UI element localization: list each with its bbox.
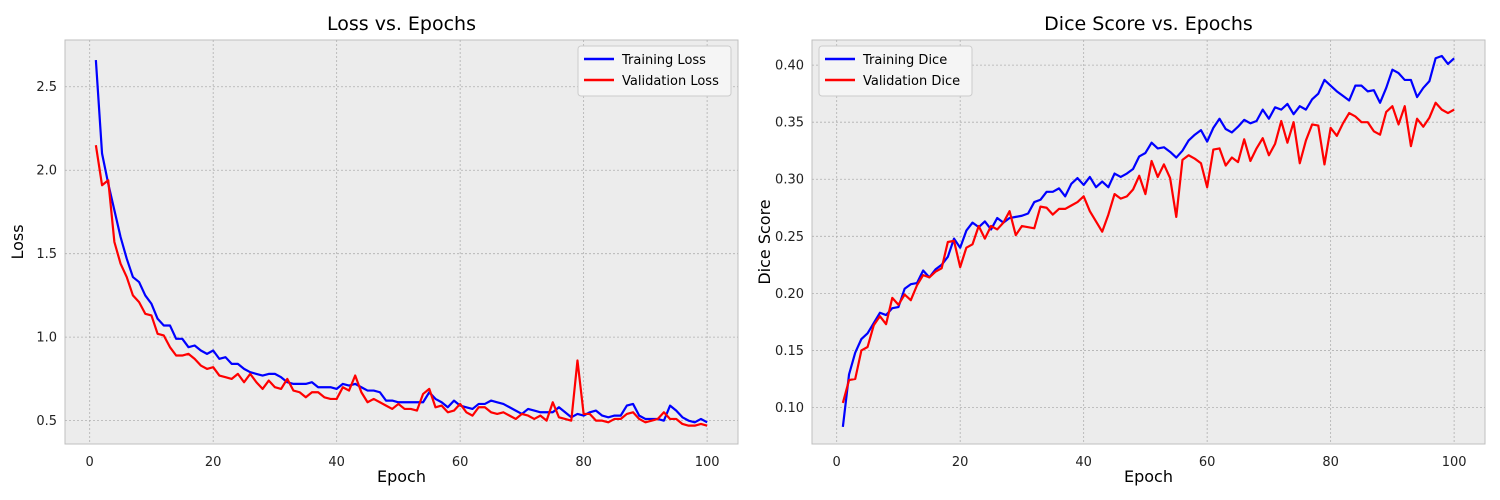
loss-x-tick-label: 80 [575,455,592,470]
validation-loss-line [94,145,708,427]
loss-grid [65,40,738,444]
dice-grid [812,40,1485,444]
dice-y-tick-label: 0.40 [775,59,804,74]
loss-ticks: 0 20 40 60 80 100 0.5 1.0 1.5 2.0 2.5 [36,80,719,470]
loss-y-tick-label: 2.0 [36,164,57,179]
legend-training-loss-label: Training Loss [621,53,706,68]
loss-x-tick-label: 100 [695,455,720,470]
dice-x-axis-label: Epoch [1124,467,1173,486]
dice-y-tick-label: 0.30 [775,173,804,188]
dice-y-tick-label: 0.10 [775,401,804,416]
loss-plot-area [64,39,739,445]
loss-y-tick-label: 1.5 [36,247,57,262]
dice-x-tick-label: 80 [1322,455,1339,470]
dice-chart-title: Dice Score vs. Epochs [1044,13,1253,35]
dice-y-tick-label: 0.15 [775,344,804,359]
legend-training-dice-label: Training Dice [862,53,947,68]
loss-y-tick-label: 0.5 [36,414,57,429]
dice-y-tick-label: 0.35 [775,116,804,131]
training-loss-line [94,59,708,424]
legend-validation-loss-label: Validation Loss [622,74,719,89]
loss-x-tick-label: 40 [328,455,345,470]
dice-legend: Training Dice Validation Dice [818,45,973,97]
training-dice-line [841,54,1455,428]
loss-y-tick-label: 2.5 [36,80,57,95]
dice-x-tick-label: 0 [833,455,841,470]
dice-legend-box [818,45,973,97]
dice-y-axis-label: Dice Score [755,199,774,284]
loss-y-tick-label: 1.0 [36,331,57,346]
dice-x-tick-label: 60 [1199,455,1216,470]
dice-chart: 0 20 40 60 80 100 0.10 0.15 0.20 0.25 0.30 0.35 0.40… [755,13,1486,486]
dice-x-tick-label: 40 [1075,455,1092,470]
dice-x-tick-label: 100 [1442,455,1467,470]
dice-y-tick-label: 0.25 [775,230,804,245]
legend-validation-dice-label: Validation Dice [863,74,960,89]
dice-plot-area [811,39,1486,445]
loss-x-tick-label: 20 [205,455,222,470]
loss-x-axis-label: Epoch [377,467,426,486]
dice-series [841,54,1455,428]
dice-ticks: 0 20 40 60 80 100 0.10 0.15 0.20 0.25 0.30 0.35 0.40 [775,59,1466,470]
loss-y-axis-label: Loss [8,224,27,259]
loss-series [94,59,708,427]
loss-legend-box [577,45,732,97]
validation-dice-line [841,101,1455,404]
loss-x-tick-label: 0 [86,455,94,470]
loss-x-tick-label: 60 [452,455,469,470]
loss-chart-title: Loss vs. Epochs [327,13,476,35]
dice-x-tick-label: 20 [952,455,969,470]
loss-legend: Training Loss Validation Loss [577,45,732,97]
loss-chart: 0 20 40 60 80 100 0.5 1.0 1.5 2.0 2.5 Loss vs. Epo… [8,13,739,486]
dice-y-tick-label: 0.20 [775,287,804,302]
